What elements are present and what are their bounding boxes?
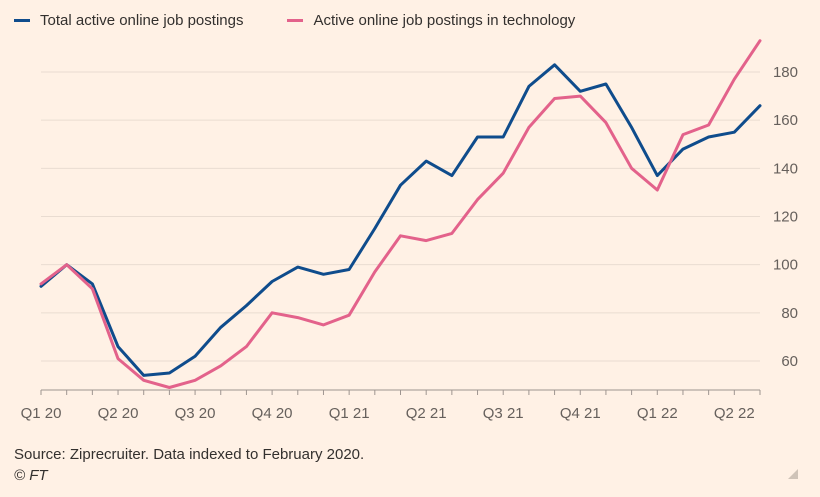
y-tick-label-120: 120 — [773, 209, 798, 226]
legend-item-total: Total active online job postings — [14, 12, 243, 29]
x-tick-label: Q4 21 — [560, 405, 601, 422]
legend-label-total: Total active online job postings — [40, 12, 244, 29]
copyright-note: © FT — [14, 467, 48, 484]
legend-swatch-technology — [287, 19, 304, 22]
x-tick-label: Q1 21 — [329, 405, 370, 422]
line-chart: 60 80 100 120 140 160 180 Q1 20 Q2 20 Q3 20 Q4 20 Q… — [21, 39, 798, 422]
x-tick-label: Q3 21 — [483, 405, 524, 422]
series-line-0 — [39, 63, 762, 377]
source-note: Source: Ziprecruiter. Data indexed to Fe… — [14, 446, 365, 463]
x-tick-label: Q1 22 — [637, 405, 678, 422]
resize-corner-icon — [788, 469, 798, 479]
legend: Total active online job postings Active … — [14, 12, 575, 29]
x-tick-label: Q2 20 — [98, 405, 139, 422]
x-tick-label: Q1 20 — [21, 405, 62, 422]
x-tick-label: Q2 22 — [714, 405, 755, 422]
y-tick-label-100: 100 — [773, 257, 798, 274]
y-tick-label-160: 160 — [773, 112, 798, 129]
series-line-1 — [39, 39, 762, 389]
legend-label-technology: Active online job postings in technology — [313, 12, 576, 29]
y-tick-label-80: 80 — [781, 305, 798, 322]
y-tick-label-60: 60 — [781, 353, 798, 370]
x-tick-label: Q3 20 — [175, 405, 216, 422]
x-tick-label: Q2 21 — [406, 405, 447, 422]
legend-swatch-total — [14, 19, 30, 22]
x-tick-label: Q4 20 — [252, 405, 293, 422]
y-tick-label-180: 180 — [773, 64, 798, 81]
legend-item-technology: Active online job postings in technology — [287, 12, 575, 29]
y-tick-label-140: 140 — [773, 160, 798, 177]
